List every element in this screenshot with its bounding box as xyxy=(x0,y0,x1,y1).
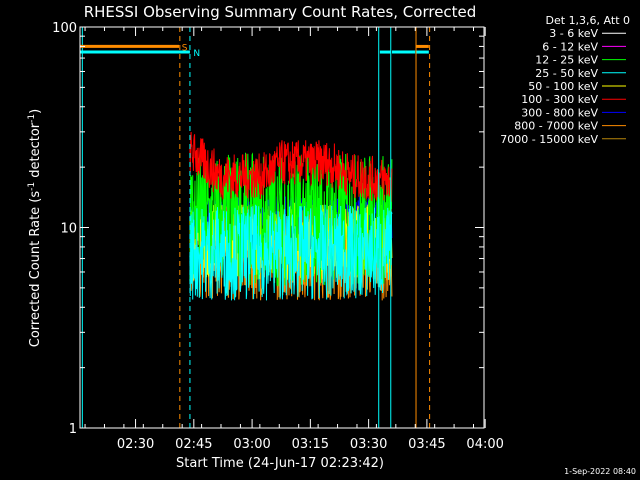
y-tick-label: 100 xyxy=(52,21,77,36)
series-3-6-kev xyxy=(189,52,393,107)
x-tick-label: 03:15 xyxy=(292,437,329,452)
legend-entry-label: 100 - 300 keV xyxy=(521,93,598,106)
y-axis-label-sup1: -1 xyxy=(27,182,37,191)
plot-area xyxy=(80,27,431,428)
y-tick-label: 1 xyxy=(69,422,77,437)
legend-entry-label: 7000 - 15000 keV xyxy=(500,133,598,146)
series-25-50-kev xyxy=(189,204,393,301)
y-axis-label-sup2: -1 xyxy=(27,114,37,123)
chart-title: RHESSI Observing Summary Count Rates, Co… xyxy=(84,3,477,21)
legend-entry-label: 25 - 50 keV xyxy=(535,67,598,80)
legend-entry-label: 800 - 7000 keV xyxy=(514,120,598,133)
x-tick-label: 02:30 xyxy=(117,437,154,452)
x-tick-label: 03:45 xyxy=(408,437,445,452)
legend-header: Det 1,3,6, Att 0 xyxy=(546,14,630,27)
y-axis-label-end: ) xyxy=(28,109,43,114)
legend-entry-label: 12 - 25 keV xyxy=(535,54,598,67)
axes: SN 1 10 100 02:30 02:45 03:00 03:15 03:30 03:45 04… xyxy=(52,21,504,452)
x-tick-label: 03:00 xyxy=(233,437,270,452)
legend-entry-label: 6 - 12 keV xyxy=(542,40,598,53)
flag-label-n: N xyxy=(193,49,200,59)
y-axis-label-main: Corrected Count Rate (s xyxy=(28,191,43,348)
legend-entry-label: 3 - 6 keV xyxy=(549,27,598,40)
legend-entry-label: 50 - 100 keV xyxy=(528,80,598,93)
x-tick-label: 03:30 xyxy=(350,437,387,452)
x-tick-label: 04:00 xyxy=(466,437,503,452)
flag-label-s: S xyxy=(182,43,188,53)
x-axis-label: Start Time (24-Jun-17 02:23:42) xyxy=(176,456,384,471)
legend-entry-label: 300 - 800 keV xyxy=(521,106,598,119)
footer-timestamp: 1-Sep-2022 08:40 xyxy=(564,467,636,476)
x-tick-label: 02:45 xyxy=(175,437,212,452)
series-100-300-kev xyxy=(189,131,393,202)
y-axis-label-mid: detector xyxy=(28,122,43,182)
y-axis-label: Corrected Count Rate (s-1 detector-1) xyxy=(27,109,43,347)
y-tick-label: 10 xyxy=(60,222,77,237)
